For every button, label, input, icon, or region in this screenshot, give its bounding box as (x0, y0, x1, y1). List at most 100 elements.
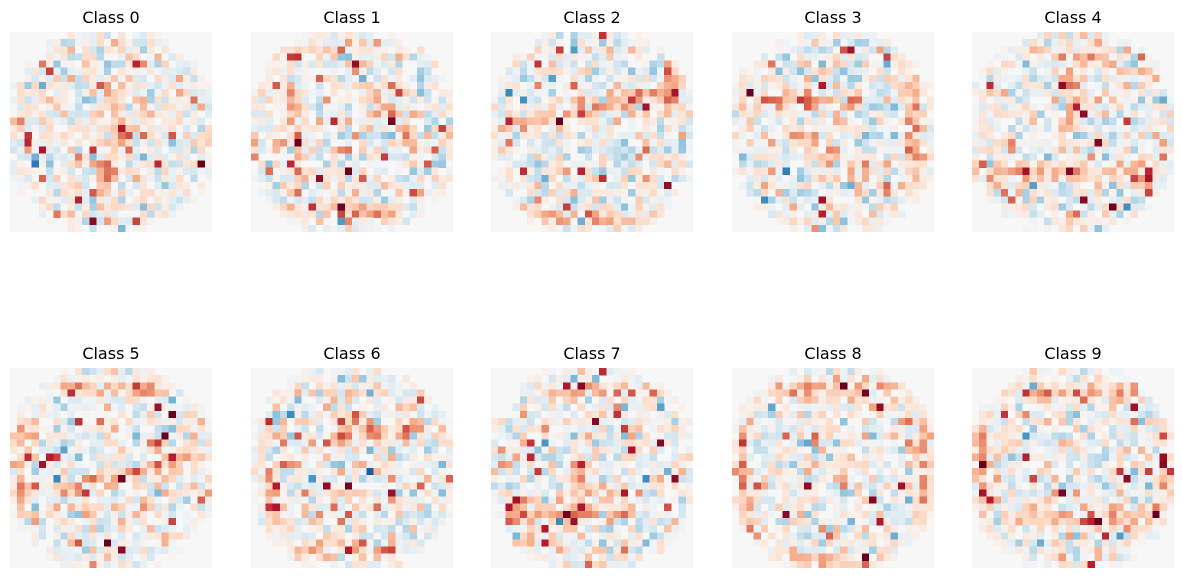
heatmap-cell (840, 403, 848, 411)
heatmap-cell (512, 468, 521, 476)
heatmap-cell (67, 410, 76, 419)
heatmap-cell (861, 117, 870, 125)
heatmap-cell (147, 389, 155, 397)
heatmap-cell (388, 124, 396, 133)
heatmap-cell (584, 124, 593, 133)
heatmap-cell (175, 460, 184, 469)
heatmap-cell (628, 46, 636, 54)
heatmap-cell (388, 96, 396, 104)
heatmap-cell (613, 89, 622, 97)
heatmap-cell (294, 153, 302, 161)
heatmap-cell (1051, 196, 1059, 204)
heatmap-cell (768, 375, 776, 383)
heatmap-cell (60, 39, 68, 47)
heatmap-cell (445, 132, 453, 140)
heatmap-cell (649, 132, 658, 140)
heatmap-cell (876, 224, 884, 232)
heatmap-cell (190, 446, 198, 454)
heatmap-cell (555, 182, 564, 190)
heatmap-cell (204, 425, 212, 433)
heatmap-cell (642, 396, 650, 404)
heatmap-cell (359, 418, 367, 426)
heatmap-cell (656, 510, 665, 519)
heatmap-cell (139, 546, 148, 554)
heatmap-cell (111, 224, 119, 232)
heatmap-cell (53, 525, 61, 533)
heatmap-cell (424, 67, 432, 75)
heatmap-cell (811, 132, 819, 140)
heatmap-cell (315, 53, 324, 61)
heatmap-cell (584, 89, 593, 97)
heatmap-cell (592, 182, 600, 190)
heatmap-cell (1073, 124, 1081, 133)
heatmap-cell (323, 110, 331, 118)
heatmap-cell (1109, 53, 1117, 61)
heatmap-cell (840, 203, 848, 211)
heatmap-cell (31, 153, 40, 161)
heatmap-cell (409, 139, 418, 147)
heatmap-cell (548, 146, 557, 154)
heatmap-cell (1094, 110, 1103, 118)
heatmap-cell (82, 432, 90, 440)
heatmap-cell (424, 439, 432, 447)
heatmap-cell (825, 368, 834, 376)
heatmap-cell (1101, 217, 1110, 225)
heatmap-cell (912, 124, 920, 133)
heatmap-cell (796, 46, 805, 54)
heatmap-cell (685, 132, 693, 140)
heatmap-cell (161, 439, 169, 447)
heatmap-cell (438, 518, 446, 526)
heatmap-cell (258, 174, 266, 183)
heatmap-cell (555, 46, 564, 54)
heatmap-cell (60, 117, 68, 125)
heatmap-cell (854, 189, 863, 197)
heatmap-cell (818, 368, 826, 376)
heatmap-cell (541, 496, 549, 504)
heatmap-cell (308, 124, 317, 133)
heatmap-cell (599, 160, 607, 168)
heatmap-cell (139, 124, 148, 133)
heatmap-cell (599, 139, 607, 147)
heatmap-cell (279, 67, 288, 75)
heatmap-cell (132, 489, 141, 497)
heatmap-cell (323, 53, 331, 61)
heatmap-cell (287, 403, 295, 411)
heatmap-cell (1058, 189, 1066, 197)
heatmap-cell (337, 532, 345, 540)
heatmap-cell (818, 224, 826, 232)
heatmap-cell (635, 389, 643, 397)
heatmap-cell (986, 89, 994, 97)
heatmap-cell (1051, 103, 1059, 111)
heatmap-cell (1116, 39, 1124, 47)
heatmap-cell (753, 89, 762, 97)
heatmap-cell (89, 489, 97, 497)
heatmap-cell (606, 96, 614, 104)
heatmap-cell (1159, 96, 1167, 104)
heatmap-cell (606, 368, 614, 376)
heatmap-cell (869, 224, 877, 232)
heatmap-cell (818, 174, 826, 183)
heatmap-cell (876, 217, 884, 225)
heatmap-cell (1137, 146, 1146, 154)
heatmap-cell (635, 67, 643, 75)
heatmap-cell (337, 167, 345, 175)
heatmap-cell (628, 124, 636, 133)
heatmap-cell (635, 432, 643, 440)
heatmap-cell (96, 110, 104, 118)
heatmap-cell (380, 74, 389, 83)
heatmap-cell (678, 403, 686, 411)
heatmap-cell (782, 382, 790, 390)
heatmap-cell (1000, 167, 1009, 175)
heatmap-cell (125, 174, 133, 183)
heatmap-cell (1036, 89, 1045, 97)
heatmap-cell (46, 203, 54, 211)
heatmap-cell (1029, 117, 1038, 125)
heatmap-cell (498, 489, 506, 497)
heatmap-cell (584, 67, 593, 75)
heatmap-cell (132, 425, 141, 433)
heatmap-cell (825, 67, 834, 75)
heatmap-cell (1022, 46, 1030, 54)
heatmap-cell (1008, 210, 1016, 218)
heatmap-cell (96, 196, 104, 204)
heatmap-cell (775, 53, 783, 61)
